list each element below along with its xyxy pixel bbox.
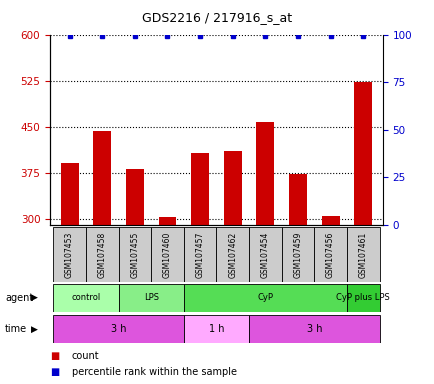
Text: agent: agent <box>5 293 33 303</box>
Text: GSM107461: GSM107461 <box>358 231 367 278</box>
Text: 1 h: 1 h <box>208 324 224 334</box>
Bar <box>346 227 379 282</box>
Bar <box>223 151 241 225</box>
Text: ■: ■ <box>50 351 59 361</box>
Text: control: control <box>71 293 100 303</box>
Bar <box>184 284 346 312</box>
Bar <box>256 122 274 225</box>
Bar <box>151 227 184 282</box>
Text: GSM107459: GSM107459 <box>293 231 302 278</box>
Text: CyP: CyP <box>257 293 273 303</box>
Bar <box>346 284 379 312</box>
Bar <box>321 216 339 225</box>
Bar <box>314 227 346 282</box>
Bar <box>249 227 281 282</box>
Bar <box>53 227 86 282</box>
Text: GSM107460: GSM107460 <box>163 231 171 278</box>
Bar <box>191 153 209 225</box>
Bar <box>281 227 314 282</box>
Text: CyP plus LPS: CyP plus LPS <box>335 293 389 303</box>
Text: GSM107455: GSM107455 <box>130 231 139 278</box>
Text: ■: ■ <box>50 367 59 377</box>
Bar <box>86 227 118 282</box>
Bar <box>184 315 249 343</box>
Bar <box>125 169 144 225</box>
Bar <box>216 227 249 282</box>
Text: time: time <box>5 324 27 334</box>
Text: 3 h: 3 h <box>306 324 321 334</box>
Bar <box>118 284 184 312</box>
Text: GSM107457: GSM107457 <box>195 231 204 278</box>
Bar <box>60 163 79 225</box>
Text: LPS: LPS <box>143 293 158 303</box>
Text: percentile rank within the sample: percentile rank within the sample <box>72 367 236 377</box>
Bar <box>249 315 379 343</box>
Text: ▶: ▶ <box>31 293 38 302</box>
Text: GSM107458: GSM107458 <box>98 231 106 278</box>
Bar <box>353 82 372 225</box>
Bar <box>184 227 216 282</box>
Bar <box>158 217 176 225</box>
Text: GDS2216 / 217916_s_at: GDS2216 / 217916_s_at <box>142 12 292 25</box>
Bar <box>288 174 306 225</box>
Text: count: count <box>72 351 99 361</box>
Bar <box>53 315 184 343</box>
Bar <box>93 131 111 225</box>
Text: 3 h: 3 h <box>111 324 126 334</box>
Text: GSM107462: GSM107462 <box>228 231 237 278</box>
Text: ▶: ▶ <box>31 324 38 334</box>
Text: GSM107456: GSM107456 <box>326 231 334 278</box>
Text: GSM107453: GSM107453 <box>65 231 74 278</box>
Bar <box>118 227 151 282</box>
Text: GSM107454: GSM107454 <box>260 231 269 278</box>
Bar <box>53 284 118 312</box>
